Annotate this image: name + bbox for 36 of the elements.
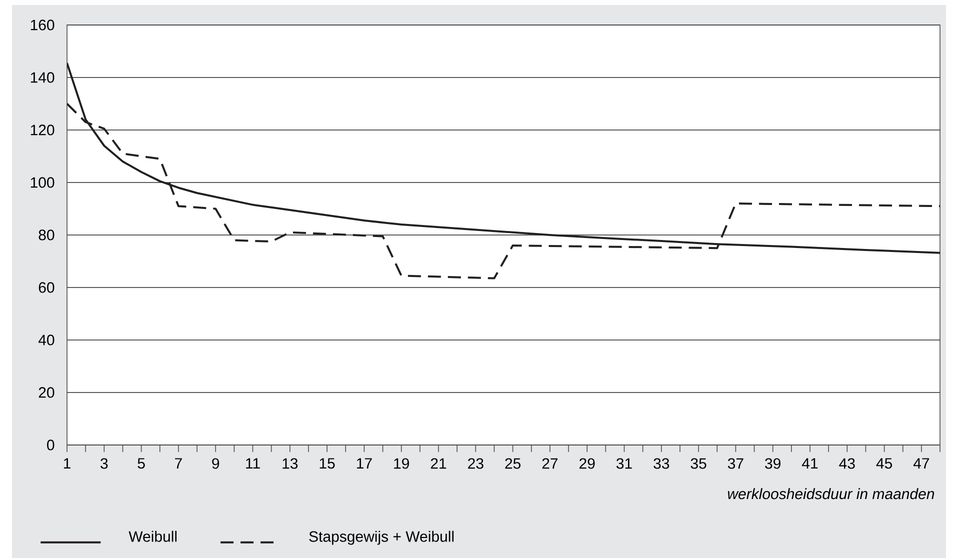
x-axis-title: werkloosheidsduur in maanden: [728, 488, 934, 500]
x-tick-label: 15: [320, 458, 335, 469]
x-tick-label: 17: [357, 458, 372, 469]
x-tick-label: 41: [802, 458, 818, 469]
x-tick-label: 25: [505, 458, 521, 469]
x-tick-label: 33: [654, 458, 670, 469]
y-tick-label: 0: [47, 440, 54, 450]
y-tick-label: 60: [38, 282, 54, 293]
x-tick-label: 31: [616, 458, 632, 469]
y-tick-label: 160: [30, 20, 54, 30]
x-tick-label: 1: [64, 458, 70, 469]
y-tick-label: 120: [30, 124, 54, 136]
x-tick-label: 35: [690, 458, 706, 469]
x-tick-label: 7: [175, 458, 182, 469]
y-tick-label: 40: [38, 334, 54, 346]
y-tick-label: 100: [30, 177, 54, 188]
x-tick-label: 43: [839, 458, 855, 469]
x-tick-label: 45: [876, 458, 892, 469]
x-tick-label: 37: [728, 458, 744, 469]
y-tick-label: 80: [38, 230, 54, 240]
legend-label: Stapsgewijs + Weibull: [309, 530, 454, 545]
x-tick-label: 3: [100, 458, 108, 469]
x-tick-label: 9: [212, 458, 220, 469]
x-tick-label: 13: [282, 458, 298, 469]
y-tick-label: 20: [38, 387, 54, 398]
x-tick-label: 27: [542, 458, 558, 469]
x-tick-label: 19: [394, 458, 409, 469]
x-tick-label: 29: [580, 458, 595, 469]
x-tick-label: 11: [246, 458, 260, 469]
x-tick-label: 47: [913, 458, 930, 469]
x-tick-label: 23: [468, 458, 484, 469]
x-tick-label: 39: [765, 458, 780, 469]
x-tick-label: 5: [138, 458, 145, 469]
x-tick-label: 21: [430, 458, 446, 469]
y-tick-label: 140: [30, 72, 54, 83]
legend-label: Weibull: [128, 530, 177, 542]
